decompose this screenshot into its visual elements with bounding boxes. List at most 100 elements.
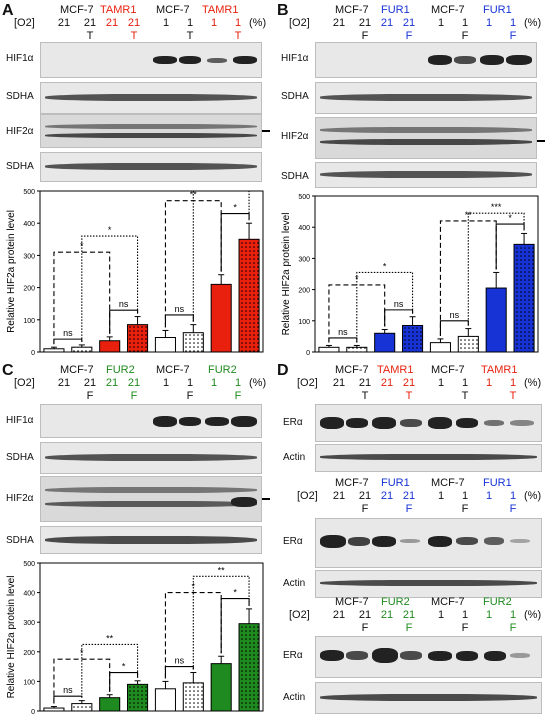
significance-label: ns (63, 685, 73, 695)
o2-label: [O2] (297, 377, 318, 389)
o2-value: 21 (358, 377, 372, 389)
significance-label: ns (175, 304, 185, 314)
o2-value: 1 (509, 609, 517, 621)
significance-label: ns (175, 656, 185, 666)
panel-b: B MCF-7 FUR1 MCF-7 FUR1 [O2] 21 21 21 21… (275, 0, 550, 360)
o2-value: 1 (437, 377, 445, 389)
y-tick-label: 400 (23, 221, 35, 228)
group-label: TAMR1 (481, 364, 518, 376)
blot-label: HIF1α (6, 53, 34, 64)
bar-pattern (127, 684, 148, 711)
significance-label: ns (450, 310, 460, 320)
y-tick-label: 100 (23, 679, 35, 686)
treatment-label: F (461, 30, 469, 42)
o2-value: 1 (485, 17, 493, 29)
blot-label: ERα (283, 536, 303, 547)
blot-label: SDHA (281, 91, 309, 102)
blot-label: Actin (283, 692, 306, 703)
group-label: FUR2 (381, 596, 410, 608)
bar-pattern (402, 325, 423, 352)
significance-label: ns (338, 327, 348, 337)
treatment-label: F (361, 503, 369, 515)
o2-value: 1 (461, 377, 469, 389)
bar-pattern (183, 682, 204, 711)
bar-pattern (183, 332, 204, 352)
bar (210, 283, 232, 353)
significance-label: * (80, 648, 84, 658)
y-tick-label: 0 (306, 350, 310, 357)
plot-frame (39, 190, 264, 353)
bar (99, 697, 121, 712)
western-blot-sdha (40, 82, 262, 114)
o2-value: 21 (332, 17, 346, 29)
o2-value: 1 (485, 490, 493, 502)
hif2a-bar-chart: 0 100 200 300 400 500 Relative HIF2a protein l… (281, 194, 539, 357)
y-tick-label: 400 (298, 225, 310, 232)
y-axis-label: Relative HIF2a protein level (6, 576, 17, 699)
o2-value: 21 (402, 609, 416, 621)
o2-unit: (%) (249, 17, 267, 29)
o2-value: 1 (234, 377, 242, 389)
significance-bracket (164, 592, 222, 679)
o2-value: 21 (83, 377, 97, 389)
o2-label: [O2] (289, 609, 310, 621)
blot-label: HIF1α (6, 415, 34, 426)
significance-label: ns (394, 299, 404, 309)
significance-label: ns (63, 328, 73, 338)
plot-frame (39, 562, 264, 712)
bar (485, 287, 507, 353)
group-label: FUR1 (381, 4, 410, 16)
significance-bracket (164, 314, 194, 328)
o2-value: 1 (485, 609, 493, 621)
group-label: MCF-7 (335, 4, 369, 16)
significance-bracket (53, 251, 111, 345)
treatment-label: F (361, 622, 369, 634)
bar-pattern (458, 336, 479, 352)
western-blot-era (315, 636, 542, 678)
group-label: MCF-7 (335, 477, 369, 489)
group-label: MCF-7 (60, 364, 94, 376)
blot-label: SDHA (281, 171, 309, 182)
significance-label: ns (119, 299, 129, 309)
o2-value: 21 (402, 490, 416, 502)
o2-value: 1 (509, 17, 517, 29)
y-tick-label: 500 (23, 561, 35, 568)
group-label: FUR1 (483, 477, 512, 489)
bar (154, 688, 176, 712)
o2-value: 21 (332, 490, 346, 502)
y-tick-label: 0 (31, 350, 35, 357)
bar-pattern (514, 244, 535, 352)
blot-label: Actin (283, 578, 306, 589)
western-blot-sdha (315, 162, 537, 188)
o2-value: 1 (234, 17, 242, 29)
treatment-label: F (405, 503, 413, 515)
plot-frame (314, 195, 539, 353)
group-label: TAMR1 (377, 364, 414, 376)
y-axis-label: Relative HIF2a protein level (281, 213, 292, 336)
o2-value: 1 (437, 17, 445, 29)
treatment-label: F (461, 503, 469, 515)
bar (43, 707, 65, 712)
significance-label: ** (465, 210, 473, 220)
western-blot-hif1a (40, 42, 262, 78)
western-blot-hif2a (315, 117, 537, 159)
significance-label: * (233, 203, 237, 213)
band-marker (262, 130, 270, 132)
treatment-label: F (234, 390, 242, 402)
o2-value: 1 (437, 490, 445, 502)
o2-unit: (%) (524, 377, 542, 389)
group-label: FUR2 (208, 364, 237, 376)
y-tick-label: 400 (23, 591, 35, 598)
o2-unit: (%) (524, 17, 542, 29)
y-tick-label: 100 (298, 319, 310, 326)
blot-label: ERα (283, 650, 303, 661)
bar-pattern (239, 239, 260, 352)
o2-label: [O2] (14, 377, 35, 389)
o2-value: 21 (57, 377, 71, 389)
significance-label: * (122, 662, 126, 672)
y-tick-label: 200 (23, 650, 35, 657)
group-label: MCF-7 (156, 4, 190, 16)
band-marker (537, 140, 545, 142)
group-label: MCF-7 (431, 477, 465, 489)
o2-value: 1 (210, 377, 218, 389)
